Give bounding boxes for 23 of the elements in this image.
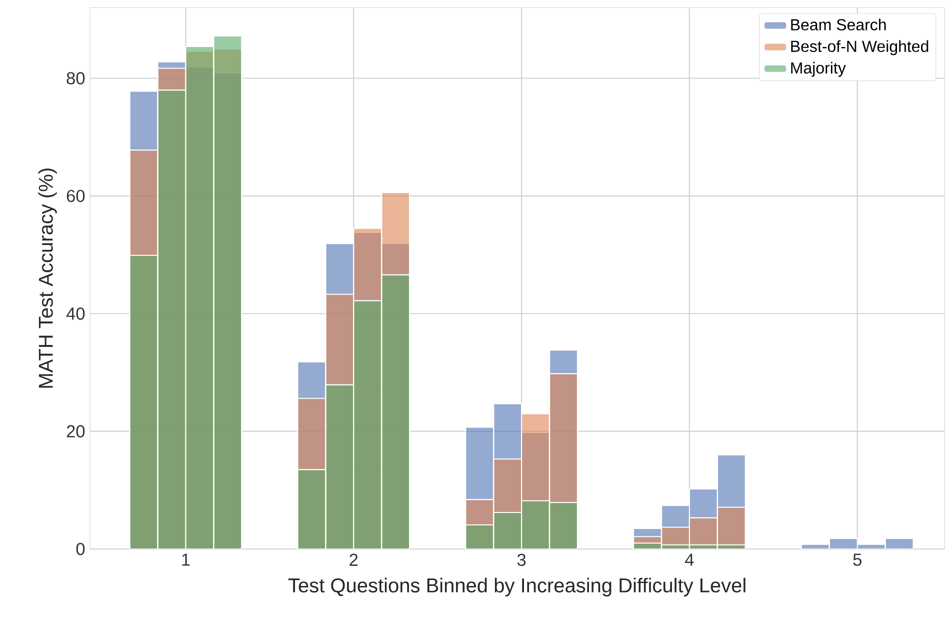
y-axis-title: MATH Test Accuracy (%)	[38, 168, 57, 388]
y-tick-label: 20	[66, 425, 85, 438]
bar	[130, 255, 158, 549]
y-tick-label: 80	[66, 72, 85, 84]
y-tick-label: 60	[66, 190, 85, 202]
x-tick-label: 1	[182, 554, 190, 566]
y-tick-label: 40	[66, 308, 85, 320]
legend-label: Best-of-N Weighted	[791, 40, 928, 56]
bar	[297, 469, 326, 549]
bar	[493, 512, 522, 549]
bar	[325, 384, 354, 549]
bar	[549, 502, 578, 549]
x-tick-label: 2	[350, 554, 358, 566]
y-tick-label: 0	[76, 542, 85, 556]
x-tick-label: 5	[853, 554, 862, 566]
bar	[465, 524, 494, 549]
x-axis-title: Test Questions Binned by Increasing Difficulty Level	[288, 578, 746, 596]
bar	[521, 500, 550, 549]
x-tick-label: 3	[517, 554, 526, 566]
bar	[353, 300, 382, 549]
legend-label: Beam Search	[791, 18, 886, 30]
legend-label: Majority	[791, 62, 846, 77]
x-tick-label: 4	[685, 554, 694, 566]
